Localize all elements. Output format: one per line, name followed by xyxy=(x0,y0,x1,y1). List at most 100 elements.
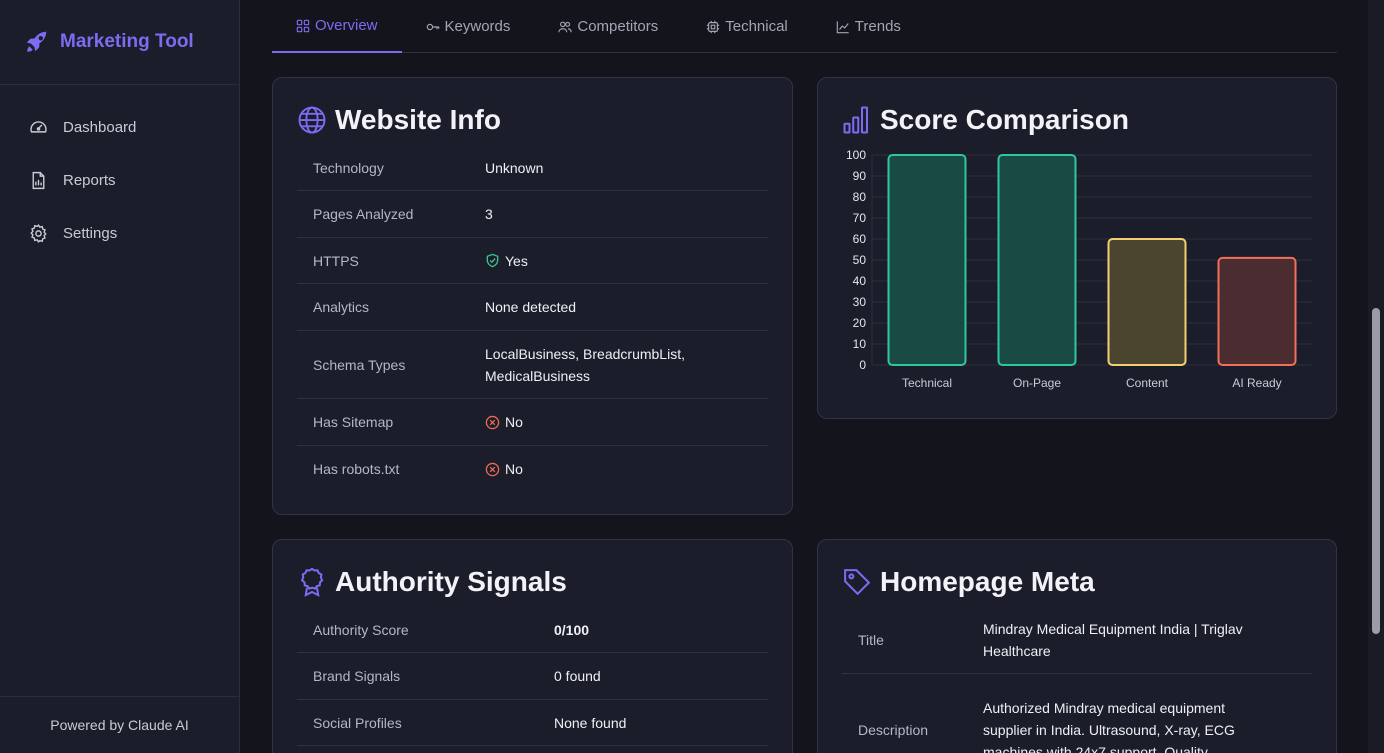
row-value: None detected xyxy=(485,299,577,315)
website-info-title-text: Website Info xyxy=(335,104,501,135)
gear-icon xyxy=(30,224,47,243)
row-value: No xyxy=(505,414,523,430)
sidebar-nav: Dashboard Reports Settings xyxy=(0,85,239,260)
globe-icon xyxy=(298,106,326,134)
row-value: Unknown xyxy=(485,159,544,176)
x-tick-label: Content xyxy=(1126,376,1169,390)
bar-ai-ready[interactable] xyxy=(1217,256,1297,366)
table-row: Schema Types LocalBusiness, BreadcrumbLi… xyxy=(297,331,768,399)
report-icon xyxy=(32,171,45,190)
sidebar-item-settings[interactable]: Settings xyxy=(0,207,239,260)
x-tick-label: On-Page xyxy=(1013,376,1061,390)
y-tick-label: 0 xyxy=(859,358,866,372)
rocket-icon xyxy=(26,31,47,52)
x-circle-icon xyxy=(485,462,500,476)
row-value: LocalBusiness, BreadcrumbList, MedicalBu… xyxy=(485,345,685,384)
table-row: Brand Signals 0 found xyxy=(297,653,768,700)
gauge-icon xyxy=(30,121,47,133)
row-value: Authorized Mindray medical equipment sup… xyxy=(983,700,1235,753)
score-comparison-title-text: Score Comparison xyxy=(880,104,1129,135)
score-comparison-card: Score Comparison 0 10 20 30 40 50 60 70 80 90 100 T… xyxy=(817,77,1337,419)
tab-label: Keywords xyxy=(444,18,511,35)
row-label: Has Sitemap xyxy=(313,414,394,430)
https-status: Yes xyxy=(485,250,528,272)
website-info-title: Website Info xyxy=(297,104,501,136)
brand[interactable]: Marketing Tool xyxy=(0,0,239,85)
score-chart: 0 10 20 30 40 50 60 70 80 90 100 Technical On-Page Co… xyxy=(846,148,1312,390)
sidebar-item-label: Dashboard xyxy=(63,119,137,136)
tab-label: Overview xyxy=(315,17,378,34)
line-chart-icon xyxy=(836,20,849,33)
authority-signals-title: Authority Signals xyxy=(297,566,567,598)
table-row: Description Authorized Mindray medical e… xyxy=(842,674,1312,753)
row-label: Pages Analyzed xyxy=(313,206,414,222)
sidebar: Marketing Tool Dashboard Reports Setting… xyxy=(0,0,240,753)
row-label: Brand Signals xyxy=(313,668,401,684)
row-value: None found xyxy=(554,714,627,731)
bar-technical[interactable] xyxy=(887,154,967,366)
award-icon xyxy=(300,567,324,597)
authority-signals-title-text: Authority Signals xyxy=(335,566,567,597)
y-tick-label: 70 xyxy=(853,211,867,225)
brand-name: Marketing Tool xyxy=(60,31,194,52)
website-info-table: Technology Unknown Pages Analyzed 3 HTTP… xyxy=(297,145,768,492)
table-row: Social Profiles None found xyxy=(297,700,768,746)
row-label: Authority Score xyxy=(313,621,409,638)
y-tick-label: 90 xyxy=(853,169,867,183)
row-label: Has robots.txt xyxy=(313,461,400,477)
row-label: Technology xyxy=(313,159,384,176)
row-label: Analytics xyxy=(313,299,370,315)
table-row: Title Mindray Medical Equipment India | … xyxy=(842,607,1312,674)
sidebar-item-reports[interactable]: Reports xyxy=(0,154,239,207)
row-label: Social Profiles xyxy=(313,714,402,731)
tab-technical[interactable]: Technical xyxy=(682,0,812,53)
row-value: Yes xyxy=(505,252,528,269)
robots-status: No xyxy=(485,458,523,480)
score-comparison-title: Score Comparison xyxy=(842,104,1129,136)
tab-keywords[interactable]: Keywords xyxy=(402,0,535,53)
homepage-meta-table: Title Mindray Medical Equipment India | … xyxy=(842,607,1312,753)
table-row: Analytics None detected xyxy=(297,284,768,331)
homepage-meta-card: Homepage Meta Title Mindray Medical Equi… xyxy=(817,539,1337,753)
table-row: Technology Unknown xyxy=(297,145,768,191)
tab-label: Trends xyxy=(854,18,901,35)
row-label: Description xyxy=(858,722,929,738)
page-scrollbar[interactable] xyxy=(1368,0,1384,753)
y-tick-label: 50 xyxy=(853,253,867,267)
sidebar-item-label: Settings xyxy=(63,225,118,242)
tab-trends[interactable]: Trends xyxy=(812,0,925,53)
tab-bar: Overview Keywords Competitors Technical … xyxy=(272,0,1337,53)
row-value: 0 found xyxy=(554,668,601,684)
row-value: No xyxy=(505,461,523,477)
users-icon xyxy=(558,21,573,32)
tag-icon xyxy=(844,569,871,596)
key-icon xyxy=(426,23,439,30)
y-tick-label: 30 xyxy=(853,295,867,309)
y-tick-label: 100 xyxy=(846,148,866,162)
sidebar-item-dashboard[interactable]: Dashboard xyxy=(0,101,239,154)
homepage-meta-title: Homepage Meta xyxy=(842,566,1095,598)
sidebar-item-label: Reports xyxy=(63,172,116,189)
website-info-card: Website Info Technology Unknown Pages An… xyxy=(272,77,793,515)
bar-content[interactable] xyxy=(1107,238,1187,366)
y-tick-label: 20 xyxy=(853,316,867,330)
tab-competitors[interactable]: Competitors xyxy=(534,0,682,53)
tab-overview[interactable]: Overview xyxy=(272,0,402,53)
y-tick-label: 80 xyxy=(853,190,867,204)
row-label: HTTPS xyxy=(313,252,359,269)
x-circle-icon xyxy=(485,415,500,429)
y-tick-label: 10 xyxy=(853,337,867,351)
tab-label: Competitors xyxy=(577,18,659,35)
homepage-meta-title-text: Homepage Meta xyxy=(880,566,1095,597)
tab-label: Technical xyxy=(725,18,788,35)
row-label: Title xyxy=(858,632,884,648)
row-value: 0/100 xyxy=(554,621,590,638)
x-tick-label: AI Ready xyxy=(1232,376,1281,390)
scrollbar-thumb[interactable] xyxy=(1372,308,1380,634)
bar-chart-icon xyxy=(843,106,868,134)
grid-icon xyxy=(296,19,310,32)
bar-on-page[interactable] xyxy=(997,154,1077,366)
sitemap-status: No xyxy=(485,411,523,433)
table-row: Has Sitemap No xyxy=(297,399,768,446)
row-value: Mindray Medical Equipment India | Trigla… xyxy=(983,621,1243,659)
